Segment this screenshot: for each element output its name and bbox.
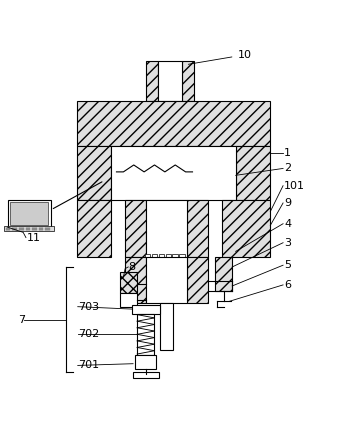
Text: 8: 8	[129, 262, 136, 272]
Text: 1: 1	[284, 148, 291, 158]
Bar	[160, 303, 173, 350]
Bar	[236, 146, 270, 199]
Text: 9: 9	[284, 198, 291, 208]
Text: 3: 3	[284, 238, 291, 248]
Bar	[145, 254, 150, 260]
Text: 10: 10	[188, 50, 252, 64]
Bar	[158, 61, 182, 101]
Bar	[152, 254, 157, 260]
Bar	[125, 199, 146, 257]
Bar	[166, 254, 171, 260]
Bar	[77, 101, 270, 146]
Text: 2: 2	[284, 163, 291, 174]
Bar	[77, 146, 111, 199]
Text: 7: 7	[18, 316, 25, 325]
Bar	[10, 202, 48, 225]
Text: 701: 701	[78, 361, 100, 370]
Bar	[187, 199, 208, 257]
Bar	[146, 61, 158, 101]
Text: 4: 4	[284, 219, 291, 229]
Text: 702: 702	[78, 329, 100, 339]
Bar	[172, 254, 178, 260]
Bar	[132, 305, 160, 313]
Bar	[4, 226, 54, 230]
Bar	[120, 272, 137, 293]
Text: 703: 703	[78, 301, 100, 312]
Bar	[179, 254, 185, 260]
Text: 5: 5	[284, 260, 291, 270]
Bar	[135, 355, 156, 369]
Bar	[125, 257, 146, 303]
Bar	[111, 146, 236, 199]
Bar	[77, 199, 111, 257]
Bar	[8, 199, 51, 227]
Text: 11: 11	[27, 233, 41, 242]
Bar	[222, 199, 270, 257]
Bar	[137, 313, 154, 355]
Text: 101: 101	[284, 181, 305, 191]
Bar	[120, 293, 137, 307]
Text: 6: 6	[284, 280, 291, 290]
Bar	[159, 254, 164, 260]
Bar	[187, 257, 208, 303]
Bar	[146, 257, 187, 303]
Bar	[215, 257, 232, 291]
Bar	[133, 373, 159, 377]
Bar	[146, 199, 187, 257]
Bar	[182, 61, 194, 101]
